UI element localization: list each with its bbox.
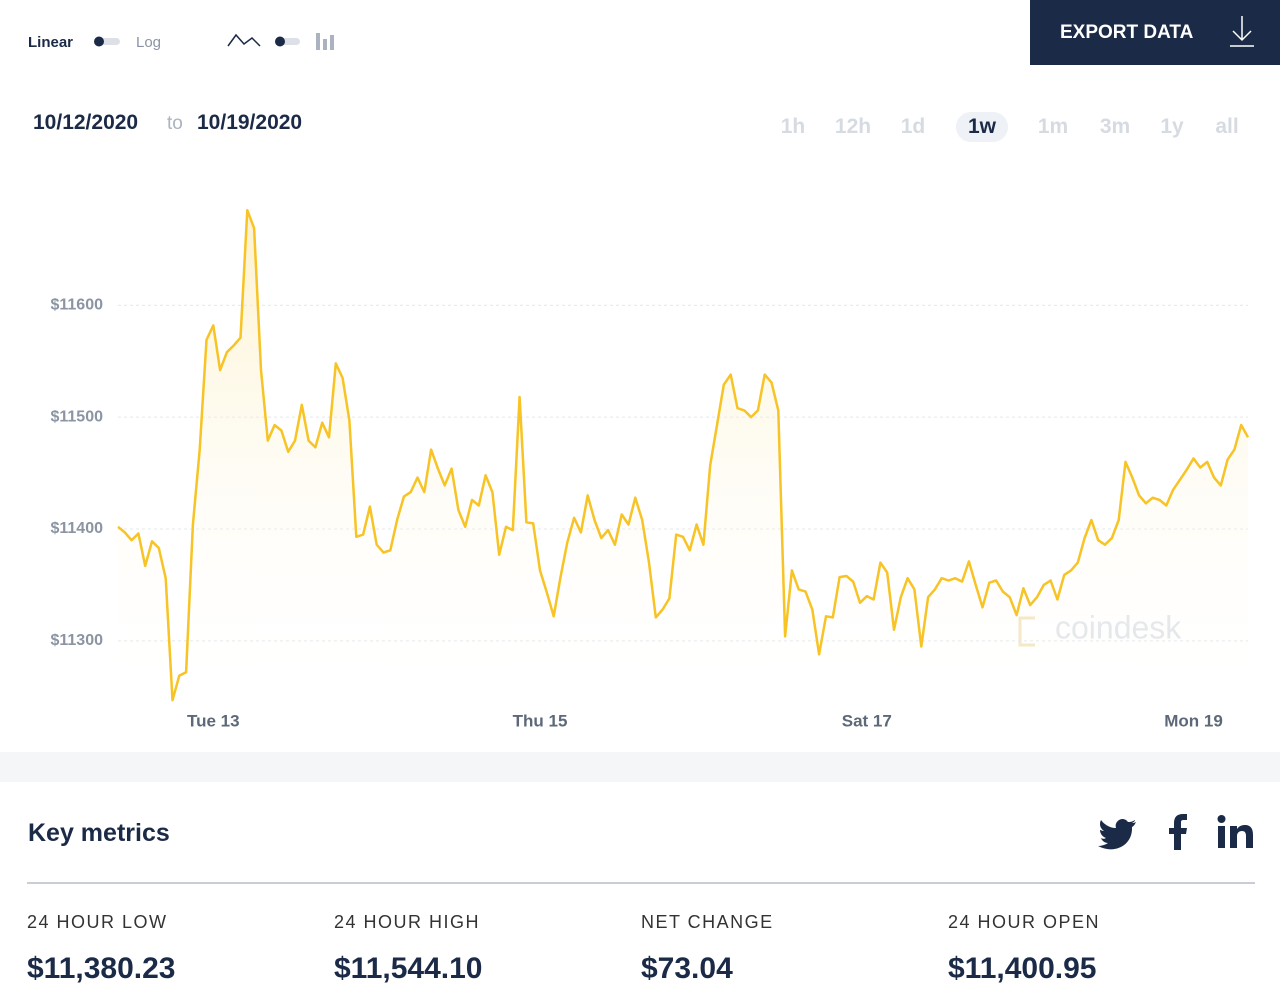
x-tick-label: Tue 13: [187, 711, 240, 730]
twitter-icon[interactable]: [1098, 818, 1136, 850]
toggle-type[interactable]: [275, 36, 300, 47]
bar-icon[interactable]: [316, 33, 334, 50]
metrics-rule: [27, 882, 1255, 884]
divider-band: [0, 752, 1280, 782]
y-tick-label: $11500: [50, 408, 103, 425]
x-tick-label: Thu 15: [513, 711, 568, 730]
metrics-title: Key metrics: [28, 819, 170, 847]
range-button[interactable]: 1h: [780, 115, 806, 138]
download-icon[interactable]: [1230, 16, 1254, 47]
range-button[interactable]: 1w: [955, 112, 1009, 142]
metric-value: $11,544.10: [334, 952, 483, 985]
y-tick-label: $11300: [50, 632, 103, 649]
range-button[interactable]: 1m: [1037, 115, 1069, 138]
metric-value: $73.04: [641, 952, 733, 985]
range-button[interactable]: 3m: [1099, 115, 1131, 138]
range-button[interactable]: 1y: [1160, 115, 1184, 138]
date-to[interactable]: 10/19/2020: [197, 111, 303, 134]
export-button[interactable]: [1030, 0, 1280, 65]
toggle-scale[interactable]: [94, 36, 120, 47]
metric-value: $11,400.95: [948, 952, 1097, 985]
range-button[interactable]: all: [1215, 115, 1239, 138]
metric-label: 24 HOUR HIGH: [334, 912, 481, 932]
metric-label: 24 HOUR LOW: [27, 912, 168, 932]
metric-label: 24 HOUR OPEN: [948, 912, 1101, 932]
y-tick-label: $11400: [50, 520, 103, 537]
plot-area: [117, 208, 1250, 708]
scale-log[interactable]: Log: [136, 34, 162, 51]
x-tick-label: Mon 19: [1164, 711, 1223, 730]
linkedin-icon[interactable]: [1217, 815, 1254, 848]
scale-linear[interactable]: Linear: [28, 34, 74, 51]
chart: EXPORT DATA coindesk $11300$11400$11500$…: [50, 0, 1280, 730]
x-tick-label: Sat 17: [842, 711, 892, 730]
date-separator: to: [167, 113, 183, 134]
range-button[interactable]: 12h: [834, 115, 872, 138]
range-button[interactable]: 1d: [900, 115, 926, 138]
facebook-icon[interactable]: [1169, 814, 1187, 850]
share-icons: [1098, 814, 1254, 850]
y-tick-label: $11600: [50, 296, 103, 313]
area: [118, 210, 1248, 708]
metric-value: $11,380.23: [27, 952, 176, 985]
line-icon[interactable]: [227, 33, 261, 47]
date-from[interactable]: 10/12/2020: [33, 111, 139, 134]
price-line: [117, 208, 1250, 702]
export-label[interactable]: EXPORT DATA: [1060, 22, 1194, 43]
metric-label: NET CHANGE: [641, 912, 774, 932]
